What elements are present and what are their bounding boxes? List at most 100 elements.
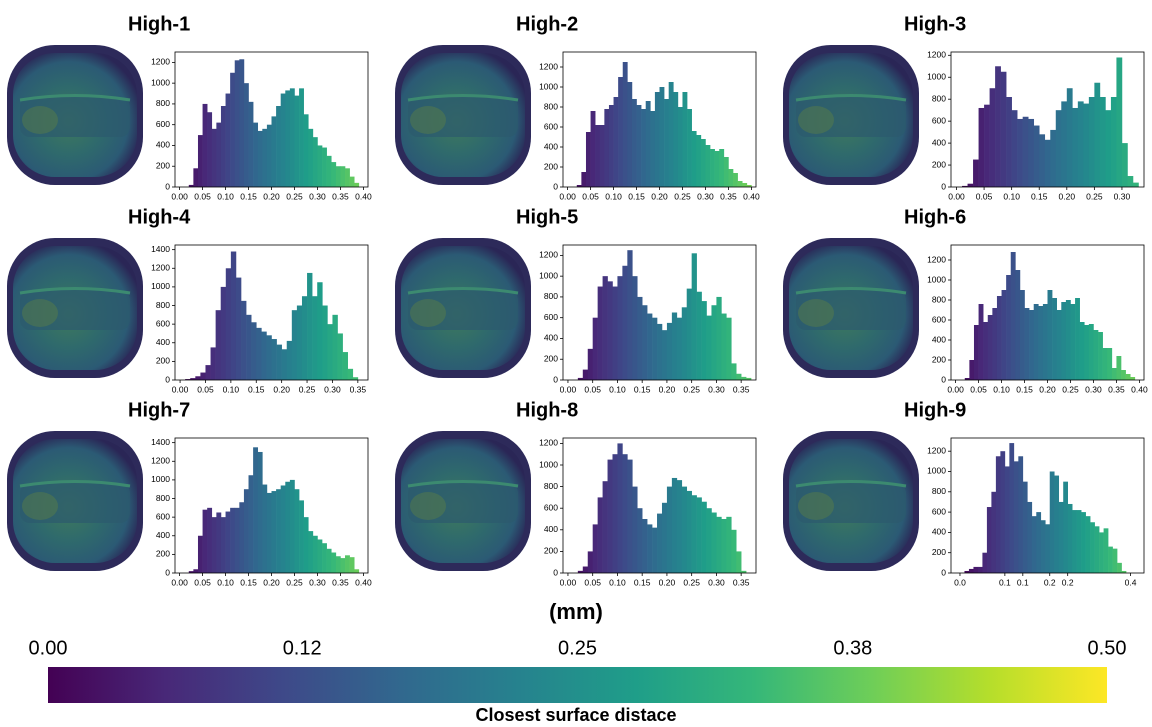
bar <box>702 502 707 573</box>
y-tick-label: 1400 <box>151 244 170 254</box>
bar <box>622 266 627 380</box>
bar <box>641 109 646 187</box>
panel-title: High-2 <box>516 13 578 35</box>
bar <box>608 281 613 380</box>
panel-title: High-3 <box>904 13 966 35</box>
bar <box>677 318 682 380</box>
bar <box>1014 461 1019 573</box>
x-tick-label: 0.20 <box>659 577 676 587</box>
y-tick-label: 800 <box>544 481 558 491</box>
bar <box>583 567 588 573</box>
bar <box>667 323 672 380</box>
bar <box>642 305 647 380</box>
colorbar-tick-label: 0.12 <box>283 637 322 659</box>
bar <box>322 306 327 380</box>
x-tick-label: 0.1 <box>999 577 1011 587</box>
bar <box>230 508 235 573</box>
bar <box>1116 356 1121 380</box>
panel-title: High-8 <box>516 399 578 421</box>
bar <box>632 276 637 380</box>
bar <box>721 314 726 380</box>
bar <box>340 558 345 573</box>
bar <box>313 536 318 573</box>
y-tick-label: 200 <box>156 356 170 366</box>
bar <box>987 507 992 573</box>
bar <box>655 92 660 187</box>
x-tick-label: 0.2 <box>1044 577 1056 587</box>
colorbar-tick-label: 0.38 <box>833 637 872 659</box>
bar <box>239 502 244 573</box>
bar <box>343 352 348 380</box>
bar <box>1113 549 1118 573</box>
bar <box>1098 332 1103 380</box>
bar <box>1104 528 1109 573</box>
bar <box>622 454 627 573</box>
y-tick-label: 1000 <box>151 77 170 87</box>
bar <box>719 149 724 187</box>
bar <box>1025 308 1030 380</box>
bar <box>991 492 996 573</box>
bar <box>1045 140 1051 187</box>
bar <box>354 569 359 573</box>
bar <box>1068 504 1073 573</box>
bar <box>1032 516 1037 573</box>
bar <box>277 345 282 380</box>
y-tick-label: 200 <box>544 161 558 171</box>
bar <box>583 370 588 380</box>
bar <box>249 102 254 187</box>
x-tick-label: 0.20 <box>659 384 676 394</box>
y-tick-label: 0 <box>553 567 558 577</box>
bar <box>253 123 258 187</box>
bar <box>682 307 687 380</box>
y-tick-label: 1000 <box>927 274 946 284</box>
bar <box>995 66 1001 187</box>
panel-title: High-4 <box>128 206 191 228</box>
bar <box>724 157 729 187</box>
bar <box>193 569 198 573</box>
bar <box>304 114 309 187</box>
bar <box>617 276 622 380</box>
bar <box>657 514 662 573</box>
x-tick-label: 0.40 <box>743 191 760 201</box>
y-tick-label: 1200 <box>151 57 170 67</box>
y-tick-label: 600 <box>544 312 558 322</box>
bar <box>1059 502 1064 573</box>
bar <box>672 313 677 381</box>
x-tick-label: 0.20 <box>273 384 290 394</box>
bar <box>652 528 657 573</box>
y-tick-label: 800 <box>156 493 170 503</box>
bar <box>1056 110 1062 187</box>
bar <box>322 543 327 573</box>
bar <box>290 88 295 187</box>
bar <box>221 106 226 187</box>
bar <box>195 376 200 380</box>
bar <box>267 493 272 573</box>
bar <box>627 460 632 573</box>
x-tick-label: 0.05 <box>970 384 987 394</box>
bar <box>711 305 716 380</box>
bar <box>710 149 715 187</box>
x-tick-label: 0.15 <box>248 384 265 394</box>
bar <box>211 347 216 380</box>
y-tick-label: 0 <box>941 567 946 577</box>
bar <box>212 517 217 573</box>
x-tick-label: 0.20 <box>651 191 668 201</box>
bar <box>253 447 258 573</box>
x-tick-label: 0.05 <box>976 191 993 201</box>
bar <box>1001 72 1007 187</box>
bar <box>731 530 736 573</box>
bar <box>272 491 277 573</box>
x-tick-label: 0.10 <box>1003 191 1020 201</box>
bar <box>294 489 299 573</box>
bar <box>350 557 355 573</box>
bar <box>973 160 979 187</box>
bar <box>285 482 290 573</box>
bar <box>682 92 687 187</box>
y-tick-label: 0 <box>941 374 946 384</box>
bar <box>1117 563 1122 573</box>
y-tick-label: 800 <box>156 98 170 108</box>
bar <box>1036 512 1041 573</box>
surface-render <box>7 45 143 185</box>
y-tick-label: 800 <box>932 486 946 496</box>
bar <box>1027 502 1032 573</box>
